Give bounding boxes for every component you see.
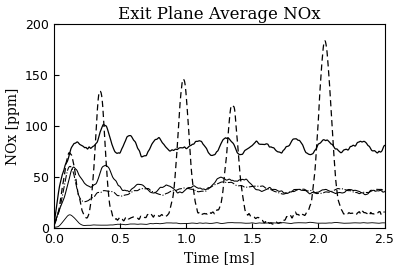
- Title: Exit Plane Average NOx: Exit Plane Average NOx: [118, 6, 320, 22]
- X-axis label: Time [ms]: Time [ms]: [184, 251, 254, 265]
- Y-axis label: NOx [ppm]: NOx [ppm]: [6, 87, 20, 165]
